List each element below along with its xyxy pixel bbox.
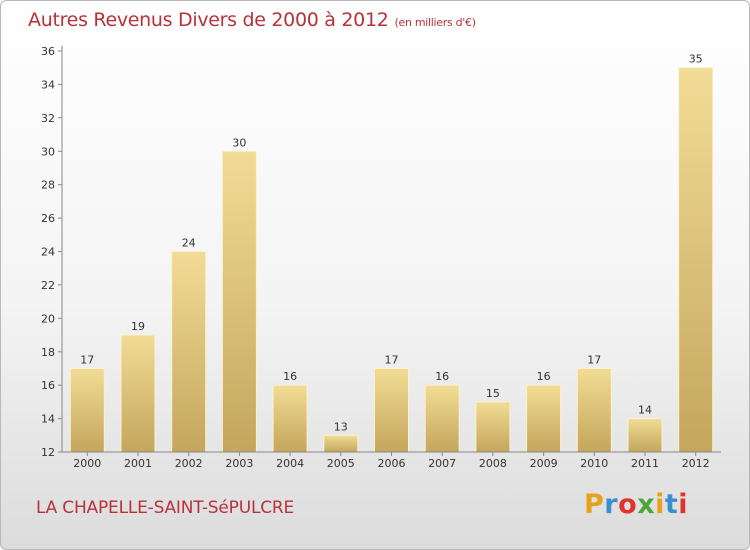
logo-letter: o xyxy=(618,489,638,520)
logo-letter: i xyxy=(678,489,689,520)
axes-group: 2000 2001 2002 2003 2004 2005 2006 2007 2008 2009… xyxy=(41,45,721,470)
logo-letter: t xyxy=(664,489,679,520)
bar xyxy=(526,384,562,453)
y-tick-label: 18 xyxy=(41,346,55,359)
x-tick-label: 2012 xyxy=(682,457,710,470)
commune-name: LA CHAPELLE-SAINT-SéPULCRE xyxy=(36,498,295,518)
x-tick-label: 2008 xyxy=(479,457,507,470)
x-tick-label: 2000 xyxy=(73,457,101,470)
chart-title: Autres Revenus Divers de 2000 à 2012 (en … xyxy=(28,9,476,31)
bar xyxy=(627,418,663,453)
data-label: 16 xyxy=(537,370,551,383)
data-label: 16 xyxy=(283,370,297,383)
logo-letter: x xyxy=(637,489,656,520)
x-tick-label: 2006 xyxy=(378,457,406,470)
data-label: 17 xyxy=(80,354,94,367)
chart-subtitle: (en milliers d'€) xyxy=(394,16,476,29)
y-tick-label: 20 xyxy=(41,312,55,325)
x-tick-label: 2010 xyxy=(580,457,608,470)
logo-letter: P xyxy=(584,489,605,520)
bar xyxy=(221,150,257,453)
bars-group: 17 19 24 30 16 13 17 16 15 16 17 14 35 xyxy=(69,53,714,453)
data-label: 14 xyxy=(638,404,652,417)
bar xyxy=(171,251,207,453)
data-label: 13 xyxy=(334,420,348,433)
data-label: 30 xyxy=(232,136,246,149)
y-tick-label: 36 xyxy=(41,45,55,58)
logo-letter: r xyxy=(604,489,619,520)
proxiti-logo[interactable]: Proxiti xyxy=(584,489,688,520)
y-tick-label: 34 xyxy=(41,78,55,91)
y-tick-label: 16 xyxy=(41,379,55,392)
data-label: 16 xyxy=(435,370,449,383)
y-tick-label: 30 xyxy=(41,145,55,158)
bar xyxy=(475,401,511,453)
y-tick-label: 14 xyxy=(41,413,55,426)
x-tick-label: 2009 xyxy=(530,457,558,470)
y-tick-label: 12 xyxy=(41,446,55,459)
data-label: 24 xyxy=(182,237,196,250)
bar xyxy=(272,384,308,453)
y-tick-label: 28 xyxy=(41,179,55,192)
x-tick-label: 2005 xyxy=(327,457,355,470)
data-label: 17 xyxy=(587,354,601,367)
bar xyxy=(374,368,409,453)
x-tick-label: 2001 xyxy=(124,457,152,470)
data-label: 15 xyxy=(486,387,500,400)
x-tick-label: 2004 xyxy=(276,457,304,470)
bar xyxy=(424,384,460,453)
bar xyxy=(120,334,156,453)
chart-title-text: Autres Revenus Divers de 2000 à 2012 xyxy=(28,9,389,31)
x-tick-label: 2003 xyxy=(225,457,253,470)
y-tick-label: 32 xyxy=(41,112,55,125)
data-label: 35 xyxy=(689,53,703,66)
bar xyxy=(323,434,359,453)
data-label: 19 xyxy=(131,320,145,333)
x-tick-label: 2002 xyxy=(175,457,203,470)
logo-letter: i xyxy=(655,489,665,520)
x-tick-label: 2007 xyxy=(428,457,456,470)
data-label: 17 xyxy=(385,354,399,367)
y-tick-label: 22 xyxy=(41,279,55,292)
bar xyxy=(678,67,714,453)
y-tick-label: 26 xyxy=(41,212,55,225)
y-tick-label: 24 xyxy=(41,246,55,259)
x-tick-label: 2011 xyxy=(631,457,659,470)
bar xyxy=(69,368,105,453)
bar xyxy=(576,368,612,453)
